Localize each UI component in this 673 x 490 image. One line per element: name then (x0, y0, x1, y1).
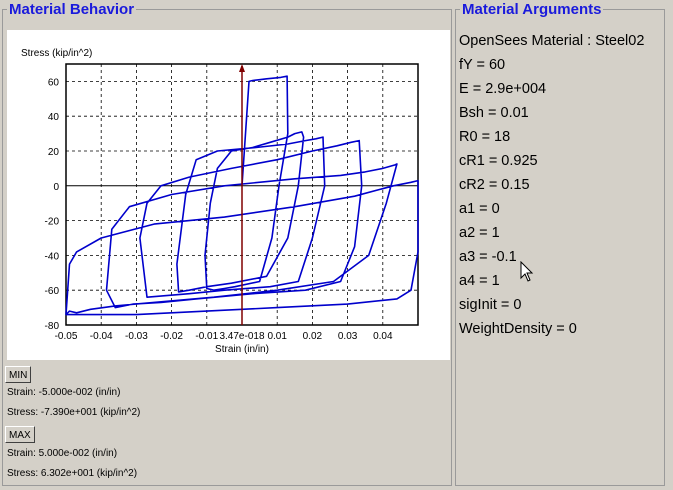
min-strain-text: Strain: -5.000e-002 (in/in) (7, 387, 121, 398)
y-tick-label: -60 (45, 286, 60, 297)
y-tick-label: -40 (45, 251, 60, 262)
x-tick-label: -0.05 (55, 331, 78, 342)
y-tick-label: -20 (45, 217, 60, 228)
y-tick-label: 60 (48, 77, 60, 88)
arg-material-type: OpenSees Material : Steel02 (459, 33, 645, 49)
material-arguments-title: Material Arguments (462, 1, 602, 18)
arg-weight-density: WeightDensity = 0 (459, 321, 577, 337)
series-line (65, 75, 419, 316)
mouse-pointer-icon (520, 261, 534, 282)
arg-cr1: cR1 = 0.925 (459, 153, 538, 169)
material-behavior-panel: Material Behavior (2, 1, 452, 486)
max-button[interactable]: MAX (5, 426, 35, 443)
material-arguments-panel: Material Arguments (455, 1, 665, 486)
arg-e: E = 2.9e+004 (459, 81, 547, 97)
arg-a2: a2 = 1 (459, 225, 500, 241)
x-tick-label: 0.02 (303, 331, 323, 342)
x-tick-label: 0.04 (373, 331, 393, 342)
min-stress-text: Stress: -7.390e+001 (kip/in^2) (7, 407, 141, 418)
arg-siginit: sigInit = 0 (459, 297, 522, 313)
min-button[interactable]: MIN (5, 366, 32, 383)
x-tick-label: 0.03 (338, 331, 358, 342)
arg-cr2: cR2 = 0.15 (459, 177, 530, 193)
max-stress-text: Stress: 6.302e+001 (kip/in^2) (7, 468, 138, 479)
arg-a3: a3 = -0.1 (459, 249, 517, 265)
arg-bsh: Bsh = 0.01 (459, 105, 529, 121)
stress-strain-plot[interactable]: 60 40 20 0 -20 -40 -60 -80 -0.05 -0.04 -0.03 -0.02 -… (7, 30, 450, 360)
y-axis-label: Stress (kip/in^2) (21, 48, 92, 59)
x-axis-label: Strain (in/in) (215, 344, 269, 355)
x-tick-label: 3.47e-018 (219, 331, 264, 342)
y-tick-label: -80 (45, 321, 60, 332)
marker-arrow-icon (239, 64, 245, 72)
axis-labels: 60 40 20 0 -20 -40 -60 -80-0.05 -0.04 -0.03 -0.02 -… (21, 48, 393, 355)
y-tick-label: 0 (53, 182, 59, 193)
y-tick-label: 40 (48, 112, 60, 123)
x-tick-label: -0.01 (195, 331, 218, 342)
arg-fy: fY = 60 (459, 57, 506, 73)
max-strain-text: Strain: 5.000e-002 (in/in) (7, 448, 118, 459)
hysteresis-curve (65, 64, 419, 325)
arg-r0: R0 = 18 (459, 129, 511, 145)
stress-strain-chart: 60 40 20 0 -20 -40 -60 -80-0.05 -0.04 -0.03 -0.02 -… (21, 48, 419, 355)
arg-a4: a4 = 1 (459, 273, 500, 289)
x-tick-label: 0.01 (267, 331, 287, 342)
y-tick-label: 20 (48, 147, 60, 158)
x-tick-label: -0.03 (125, 331, 148, 342)
x-tick-label: -0.04 (90, 331, 113, 342)
arg-a1: a1 = 0 (459, 201, 500, 217)
x-tick-label: -0.02 (160, 331, 183, 342)
material-behavior-title: Material Behavior (9, 1, 135, 18)
material-arguments-list: OpenSees Material : Steel02 fY = 60 E = … (459, 31, 644, 343)
